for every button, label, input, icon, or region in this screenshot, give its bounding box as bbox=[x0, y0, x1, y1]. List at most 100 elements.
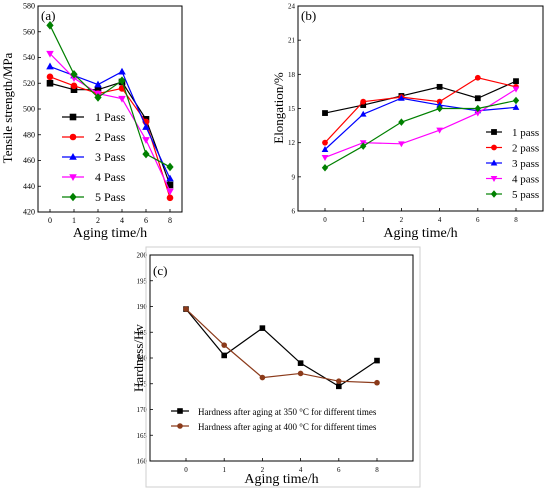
panel-label: (c) bbox=[153, 263, 167, 278]
y-tick-label: 9 bbox=[292, 173, 296, 181]
data-point bbox=[142, 137, 150, 144]
legend-marker bbox=[490, 159, 498, 166]
data-point bbox=[142, 149, 150, 159]
panel-label: (b) bbox=[301, 8, 316, 23]
data-point bbox=[183, 306, 189, 312]
data-point bbox=[94, 93, 102, 102]
data-point bbox=[221, 342, 227, 348]
legend-marker bbox=[491, 129, 497, 135]
legend-item: 5 pass bbox=[486, 189, 539, 201]
series-5 bbox=[321, 96, 520, 172]
legend-item: 5 Pass bbox=[62, 190, 126, 204]
series-4 bbox=[321, 86, 520, 161]
x-tick-label: 1 bbox=[222, 466, 226, 474]
y-tick-label: 460 bbox=[23, 156, 35, 165]
data-point bbox=[259, 374, 266, 381]
data-point bbox=[360, 142, 367, 150]
data-point bbox=[360, 102, 367, 108]
data-point bbox=[398, 94, 405, 101]
data-point bbox=[360, 98, 367, 105]
legend-label: 3 Pass bbox=[95, 150, 126, 164]
legend: Hardness after aging at 350 °C for diffe… bbox=[171, 407, 377, 432]
series-5 bbox=[46, 21, 174, 172]
data-point bbox=[70, 86, 78, 93]
legend-label: 1 pass bbox=[512, 127, 539, 139]
x-tick-label: 6 bbox=[476, 216, 480, 224]
series-line bbox=[185, 308, 378, 388]
x-tick-label: 4 bbox=[299, 466, 303, 474]
legend-marker bbox=[69, 192, 77, 202]
data-point bbox=[166, 188, 174, 196]
x-tick-label: 4 bbox=[120, 216, 124, 225]
x-axis-label: Aging time/h bbox=[383, 226, 457, 241]
data-point bbox=[166, 194, 174, 202]
legend-label: 4 pass bbox=[512, 174, 539, 186]
y-tick-label: 540 bbox=[23, 53, 35, 62]
y-tick-label: 560 bbox=[23, 27, 35, 36]
legend-label: 1 Pass bbox=[95, 110, 126, 124]
legend-marker bbox=[69, 174, 77, 181]
data-point bbox=[398, 118, 405, 126]
data-point bbox=[322, 139, 328, 146]
data-point bbox=[221, 352, 227, 359]
x-tick-label: 8 bbox=[375, 466, 379, 474]
y-tick-label: 195 bbox=[137, 277, 148, 285]
y-tick-label: 480 bbox=[23, 130, 35, 139]
x-tick-label: 1 bbox=[361, 216, 365, 224]
x-axis-label: Aging time/h bbox=[244, 472, 318, 487]
x-tick-label: 6 bbox=[144, 216, 148, 225]
legend-item: 3 pass bbox=[486, 158, 539, 170]
data-point bbox=[166, 181, 174, 189]
y-tick-label: 180 bbox=[137, 355, 148, 363]
legend-item: 1 Pass bbox=[62, 110, 126, 124]
legend-marker bbox=[69, 113, 77, 121]
legend-marker bbox=[69, 153, 77, 160]
data-point bbox=[322, 110, 328, 116]
y-tick-label: 170 bbox=[137, 406, 148, 414]
x-tick-label: 1 bbox=[72, 216, 76, 225]
legend-marker bbox=[490, 190, 498, 198]
y-tick-label: 160 bbox=[137, 458, 148, 466]
y-tick-label: 165 bbox=[137, 432, 148, 440]
legend-label: 2 pass bbox=[512, 143, 539, 155]
y-tick-label: 440 bbox=[23, 182, 35, 191]
data-point bbox=[70, 75, 78, 83]
x-tick-label: 0 bbox=[184, 466, 188, 474]
data-point bbox=[166, 174, 174, 182]
series-1 bbox=[183, 306, 380, 390]
series-line bbox=[324, 99, 517, 169]
data-point bbox=[297, 360, 304, 366]
data-point bbox=[512, 103, 520, 110]
legend-label: 3 pass bbox=[512, 158, 539, 170]
y-tick-label: 190 bbox=[137, 303, 148, 311]
legend-marker bbox=[491, 144, 497, 151]
data-point bbox=[374, 379, 380, 386]
legend-item: 4 pass bbox=[486, 174, 539, 186]
data-point bbox=[436, 104, 443, 113]
data-point bbox=[336, 383, 342, 390]
legend: 1 pass 2 pass 3 pass 4 pass 5 pass bbox=[486, 127, 539, 201]
legend-label: Hardness after aging at 400 °C for diffe… bbox=[198, 422, 377, 432]
legend-label: 2 Pass bbox=[95, 130, 126, 144]
legend-label: 4 Pass bbox=[95, 170, 126, 184]
series-line bbox=[324, 97, 517, 150]
x-tick-label: 4 bbox=[438, 216, 442, 224]
legend-item: 3 Pass bbox=[62, 150, 126, 164]
legend-item: 1 pass bbox=[486, 127, 539, 139]
data-point bbox=[142, 123, 150, 130]
data-point bbox=[118, 67, 126, 75]
legend: 1 Pass 2 Pass 3 Pass 4 Pass 5 Pass bbox=[62, 110, 126, 204]
panel-c-border bbox=[145, 246, 421, 488]
y-tick-label: 185 bbox=[137, 329, 148, 337]
data-point bbox=[436, 101, 443, 108]
chart-panel-0: 420 440 460 480 500 520 540 560 580 0 1 2 4 6 8 Aging t… bbox=[0, 2, 183, 241]
y-axis-label: Tensile strength/MPa bbox=[0, 52, 15, 163]
x-axis-label: Aging time/h bbox=[73, 226, 147, 241]
x-tick-label: 0 bbox=[323, 216, 327, 224]
panel-label: (a) bbox=[41, 8, 55, 23]
y-tick-label: 200 bbox=[137, 252, 148, 260]
data-point bbox=[512, 86, 520, 93]
legend-label: Hardness after aging at 350 °C for diffe… bbox=[198, 407, 377, 417]
data-point bbox=[474, 110, 482, 117]
data-point bbox=[118, 76, 126, 85]
